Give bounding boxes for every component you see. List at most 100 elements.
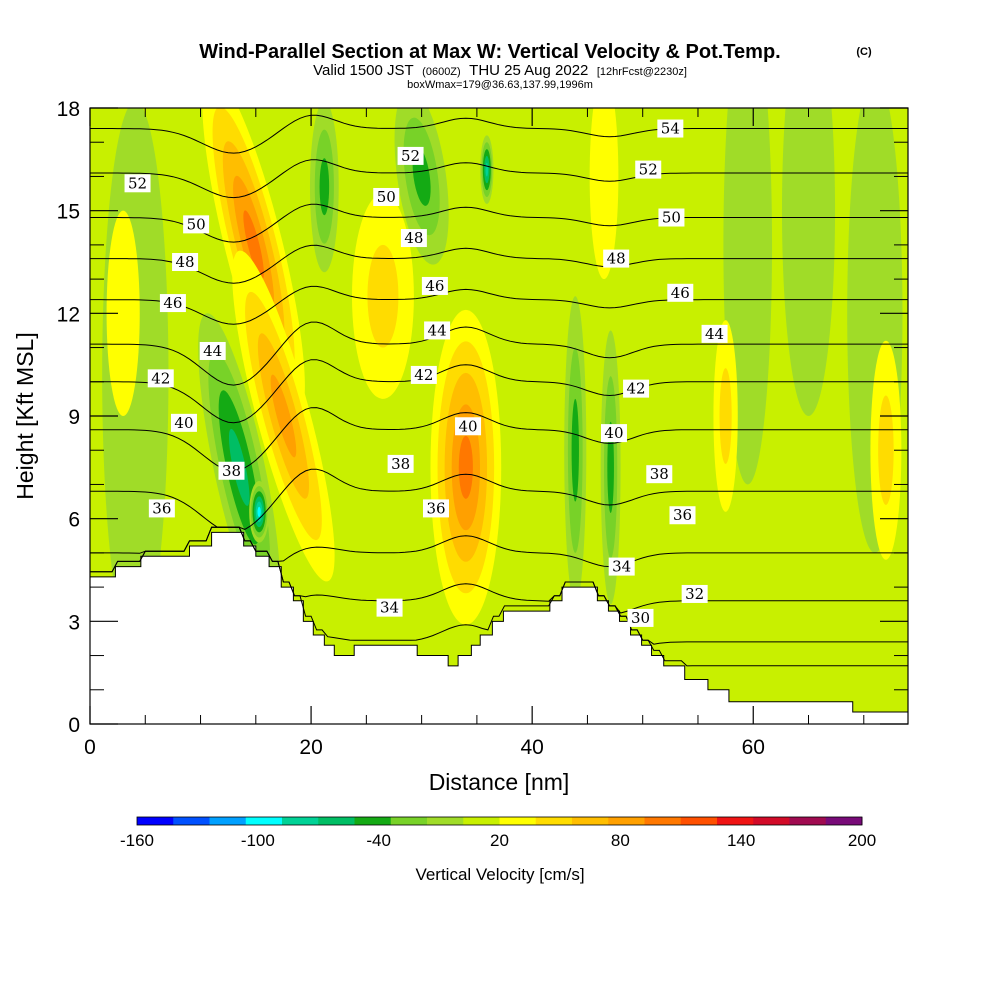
colorbar-title: Vertical Velocity [cm/s]: [415, 865, 584, 884]
velocity-band: [781, 108, 836, 416]
contour-label-bg: [376, 598, 403, 617]
contour-label: 40: [600, 424, 627, 443]
contour-label-text: 36: [152, 499, 171, 517]
contour-label-text: 34: [612, 558, 631, 576]
contour-label-text: 50: [377, 188, 396, 206]
chart-title-c: (C): [856, 46, 872, 58]
contour-label-text: 40: [604, 424, 623, 442]
contour-label-bg: [658, 208, 685, 227]
contour-label-bg: [373, 187, 400, 206]
colorbar-segment: [137, 817, 174, 825]
isentrope-line: [90, 321, 908, 386]
contour-label-bg: [218, 461, 245, 480]
contour-label-text: 38: [650, 465, 669, 483]
velocity-band: [589, 108, 619, 280]
colorbar-segment: [245, 817, 283, 825]
velocity-band: [257, 506, 261, 517]
colorbar-frame: [136, 816, 863, 826]
contour-label-text: 38: [222, 462, 241, 480]
contour-label: 52: [397, 146, 424, 165]
colorbar-segment: [427, 817, 464, 825]
velocity-band: [319, 158, 330, 216]
velocity-cell: [870, 340, 902, 560]
contour-label-bg: [422, 499, 449, 518]
contour-label-text: 48: [404, 229, 423, 247]
terrain-layer: [90, 531, 908, 724]
contour-label: 42: [410, 365, 437, 384]
colorbar-segment: [680, 817, 718, 825]
y-tick-label: 12: [57, 303, 80, 326]
contour-label-text: 54: [661, 120, 680, 138]
y-tick-label: 15: [57, 201, 80, 224]
contour-label: 34: [608, 557, 635, 576]
terrain: [90, 531, 908, 724]
contour-label: 40: [170, 413, 197, 432]
contour-label: 38: [218, 461, 245, 480]
contour-label-bg: [424, 321, 451, 340]
contour-label-bg: [627, 608, 654, 627]
contour-label: 44: [199, 341, 226, 360]
contour-label-text: 36: [426, 499, 445, 517]
colorbar-tick-label: 200: [848, 831, 876, 850]
contour-labels: 52 50 48 46 44 42 40 38 36 52 50 48 46 44 42 40 38 36 34 54…: [124, 119, 728, 627]
isentrope-line: [90, 114, 908, 154]
contour-label: 30: [627, 608, 654, 627]
contour-label-text: 30: [631, 609, 650, 627]
y-axis-title: Height [Kft MSL]: [12, 332, 38, 499]
contour-label-text: 46: [163, 294, 182, 312]
contour-label: 46: [667, 283, 694, 302]
contour-label-text: 34: [380, 599, 399, 617]
colorbar-segment: [209, 817, 247, 825]
velocity-cell: [713, 320, 738, 512]
contour-label-bg: [600, 424, 627, 443]
contour-label-bg: [603, 249, 630, 268]
contour-label-bg: [667, 283, 694, 302]
contour-label-text: 32: [685, 585, 704, 603]
plot-area: 52 50 48 46 44 42 40 38 36 52 50 48 46 44 42 40 38 36 34 54…: [90, 108, 908, 724]
colorbar-segment: [354, 817, 392, 825]
contour-label-bg: [159, 294, 186, 313]
velocity-band: [485, 162, 489, 177]
velocity-band: [571, 398, 579, 502]
contour-label: 48: [603, 249, 630, 268]
colorbar-tick-label: -100: [241, 831, 275, 850]
contour-label-bg: [172, 253, 199, 271]
contour-label: 54: [657, 119, 684, 138]
velocity-band: [719, 368, 732, 464]
contour-label: 44: [424, 321, 451, 340]
contour-label-bg: [170, 413, 197, 432]
contour-label: 48: [172, 253, 199, 271]
isentrope-line: [90, 285, 908, 325]
colorbar-tick-label: 20: [490, 831, 509, 850]
contour-label-bg: [397, 146, 424, 165]
contour-label: 50: [658, 208, 685, 227]
subtitle-fcst: [12hrFcst@2230z]: [597, 66, 687, 78]
contour-label: 52: [124, 174, 151, 193]
velocity-cell: [351, 193, 414, 399]
contour-label: 48: [400, 229, 427, 248]
velocity-band: [878, 395, 894, 505]
colorbar: -160 -100 -40 20 80 140 200: [120, 816, 876, 850]
colorbar-segment: [789, 817, 827, 825]
colorbar-segment: [608, 817, 645, 825]
velocity-band: [270, 374, 297, 458]
contour-label-bg: [183, 215, 210, 234]
y-tick-label: 6: [68, 509, 80, 532]
colorbar-segment: [717, 817, 754, 825]
velocity-cell: [106, 210, 140, 416]
contour-label: 34: [376, 598, 403, 617]
colorbar-segment: [753, 817, 790, 825]
subtitle-date: THU 25 Aug 2022: [469, 62, 588, 79]
colorbar-tick-label: 140: [727, 831, 755, 850]
isentrope-line: [90, 468, 908, 530]
contour-label: 42: [623, 379, 650, 398]
contour-label-text: 52: [128, 174, 147, 192]
contour-label-text: 46: [671, 284, 690, 302]
contour-label: 32: [681, 584, 708, 603]
contour-label-bg: [669, 506, 696, 525]
velocity-band: [458, 435, 473, 499]
x-tick-label: 0: [84, 736, 96, 759]
contour-label: 36: [422, 499, 449, 518]
velocity-cell: [249, 481, 270, 543]
